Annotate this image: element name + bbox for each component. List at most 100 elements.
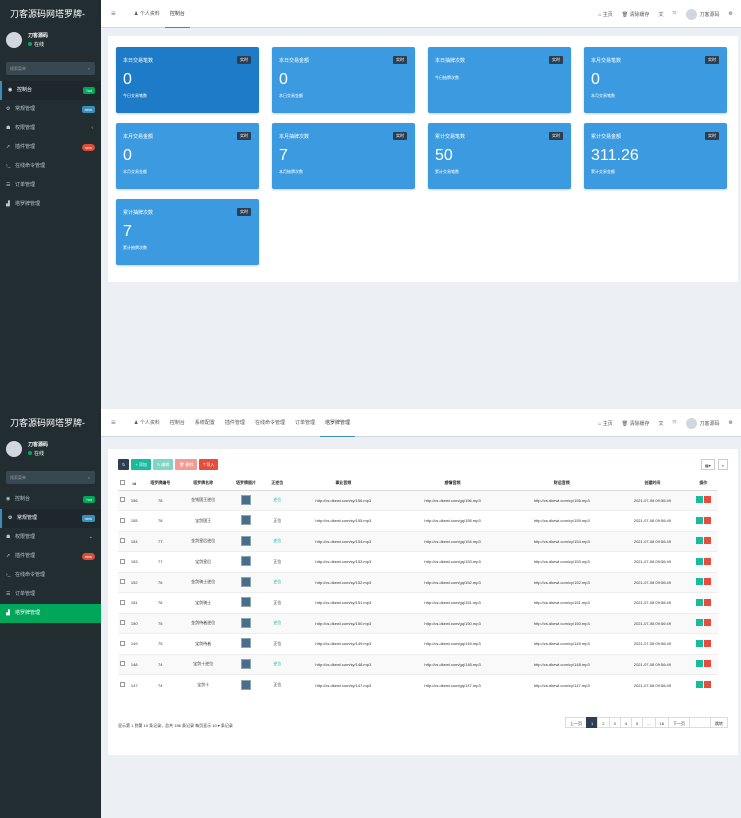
tab-plugins[interactable]: 插件管理 <box>220 409 250 437</box>
delete-icon[interactable] <box>703 516 711 524</box>
card-image[interactable] <box>241 515 252 526</box>
search-icon[interactable]: ⌕ <box>717 459 728 470</box>
language-icon[interactable]: 文 <box>658 420 664 427</box>
settings-icon[interactable]: ⚙ <box>728 11 733 17</box>
card-image[interactable] <box>241 679 252 690</box>
menu-toggle-icon[interactable]: ≡ <box>111 9 116 18</box>
sidebar-item-plugins[interactable]: ➚ 插件管理 new <box>0 138 101 157</box>
sidebar-item-orders[interactable]: ☰ 订单管理 <box>0 585 101 604</box>
fullscreen-icon[interactable]: ⤧ <box>672 420 677 426</box>
tab-command[interactable]: 在线命令管理 <box>250 409 290 437</box>
sidebar-item-orders[interactable]: ☰ 订单管理 <box>0 176 101 195</box>
columns-toggle-button[interactable]: ▦▾ <box>700 459 715 470</box>
delete-icon[interactable] <box>703 619 711 627</box>
table-row[interactable]: 153 77 宝剑皇后 正位 http://cs.dkewl.com/sy/153.mp… <box>118 551 718 572</box>
table-row[interactable]: 155 78 宝剑国王 正位 http://cs.dkewl.com/sy/155.mp… <box>118 510 718 531</box>
table-row[interactable]: 151 76 宝剑骑士 正位 http://cs.dkewl.com/sy/151.mp… <box>118 592 718 613</box>
delete-icon[interactable] <box>703 681 711 688</box>
column-header[interactable]: 事业音频 <box>288 477 398 491</box>
card-image[interactable] <box>241 638 252 649</box>
edit-button[interactable]: ✎ 编辑 <box>152 459 174 470</box>
search-icon[interactable]: ⌕ <box>87 475 90 480</box>
edit-icon[interactable] <box>695 619 703 627</box>
settings-icon[interactable]: ⚙ <box>728 420 733 426</box>
select-all-checkbox[interactable] <box>118 477 128 491</box>
column-header[interactable]: 创建时间 <box>616 477 689 491</box>
edit-icon[interactable] <box>695 496 703 504</box>
table-row[interactable]: 152 76 金剑骑士逆位 逆位 http://cs.dkewl.com/sy/152.… <box>118 571 718 593</box>
sidebar-item-plugins[interactable]: ➚ 插件管理 new <box>0 547 101 566</box>
language-icon[interactable]: 文 <box>658 11 664 18</box>
checkbox[interactable] <box>120 599 126 605</box>
column-header[interactable]: 感情音频 <box>397 477 508 491</box>
delete-icon[interactable] <box>703 557 711 565</box>
delete-icon[interactable] <box>703 598 711 606</box>
sidebar-item-general[interactable]: ⚙ 常规管理 new <box>0 100 101 119</box>
card-image[interactable] <box>241 617 252 628</box>
sidebar-item-general[interactable]: ⚙ 常规管理 new <box>0 509 101 528</box>
sidebar-item-dashboard[interactable]: ◉ 控制台 hot <box>0 81 101 100</box>
card-image[interactable] <box>241 576 252 587</box>
add-button[interactable]: + 添加 <box>131 459 151 470</box>
table-row[interactable]: 149 75 宝剑侍者 正位 http://cs.dkewl.com/sy/149.mp… <box>118 633 718 654</box>
edit-icon[interactable] <box>695 598 703 606</box>
search-icon[interactable]: ⌕ <box>87 66 90 71</box>
delete-icon[interactable] <box>703 496 711 504</box>
delete-icon[interactable] <box>703 578 711 586</box>
home-link[interactable]: ⌂ 主页 <box>598 11 613 18</box>
edit-icon[interactable] <box>695 516 703 524</box>
import-button[interactable]: ⤒ 导入 <box>199 459 219 470</box>
refresh-button[interactable]: ↻ <box>118 459 130 470</box>
delete-icon[interactable] <box>703 639 711 647</box>
tab-profile[interactable]: ♟ 个人资料 <box>134 11 160 17</box>
edit-icon[interactable] <box>695 537 703 545</box>
checkbox[interactable] <box>120 682 126 687</box>
sidebar-search-input[interactable]: 搜索菜单 ⌕ <box>6 471 95 484</box>
table-row[interactable]: 148 74 宝剑十逆位 逆位 http://cs.dkewl.com/sy/148.m… <box>118 653 718 675</box>
table-row[interactable]: 147 74 宝剑十 正位 http://cs.dkewl.com/sy/147.mp3… <box>118 674 718 695</box>
checkbox[interactable] <box>120 517 126 523</box>
checkbox[interactable] <box>120 620 126 626</box>
table-row[interactable]: 150 75 金剑侍者逆位 逆位 http://cs.dkewl.com/sy/150.… <box>118 612 718 634</box>
column-header[interactable]: 塔罗牌图片 <box>226 477 266 491</box>
table-row[interactable]: 156 78 金钱国王逆位 逆位 http://cs.dkewl.com/sy/156.… <box>118 489 718 511</box>
user-menu[interactable]: 刀客源码 <box>685 8 720 20</box>
delete-button[interactable]: 🗑 删除 <box>175 459 198 470</box>
checkbox[interactable] <box>120 661 126 667</box>
clear-cache-button[interactable]: 🗑 清除缓存 <box>621 420 650 427</box>
sidebar-item-auth[interactable]: ☗ 权限管理 ‹ <box>0 119 101 138</box>
tab-dashboard[interactable]: 控制台 <box>164 0 190 28</box>
prev-page-button[interactable]: 上一页 <box>565 717 588 728</box>
edit-icon[interactable] <box>695 681 703 688</box>
tab-config[interactable]: 系统配置 <box>190 409 220 437</box>
tab-tarot[interactable]: 塔罗牌管理 <box>319 409 355 437</box>
table-row[interactable]: 154 77 金剑皇后逆位 逆位 http://cs.dkewl.com/sy/154.… <box>118 530 718 552</box>
delete-icon[interactable] <box>703 660 711 668</box>
edit-icon[interactable] <box>695 578 703 586</box>
menu-toggle-icon[interactable]: ≡ <box>111 418 116 427</box>
tab-orders[interactable]: 订单管理 <box>290 409 320 437</box>
column-header[interactable]: Id <box>127 477 141 491</box>
column-header[interactable]: 财运音频 <box>507 477 617 491</box>
sidebar-item-tarot[interactable]: ▟ 塔罗牌管理 <box>0 195 101 214</box>
sidebar-item-tarot[interactable]: ▟ 塔罗牌管理 <box>0 604 101 623</box>
user-menu[interactable]: 刀客源码 <box>685 417 720 429</box>
column-header[interactable]: 塔罗牌编号 <box>140 477 180 491</box>
card-image[interactable] <box>241 658 252 669</box>
tab-dashboard[interactable]: 控制台 <box>165 409 190 437</box>
checkbox[interactable] <box>120 480 126 486</box>
sidebar-item-auth[interactable]: ☗ 权限管理 ⌄ <box>0 528 101 547</box>
fullscreen-icon[interactable]: ⤧ <box>672 11 677 17</box>
edit-icon[interactable] <box>695 660 703 668</box>
card-image[interactable] <box>241 556 252 567</box>
sidebar-search-input[interactable]: 搜索菜单 ⌕ <box>6 62 95 75</box>
app-logo[interactable]: 刀客源码网塔罗牌- <box>0 0 101 29</box>
page-jump-input[interactable] <box>689 717 711 728</box>
edit-icon[interactable] <box>695 639 703 647</box>
card-image[interactable] <box>241 494 252 505</box>
card-image[interactable] <box>241 535 252 546</box>
checkbox[interactable] <box>120 558 126 564</box>
checkbox[interactable] <box>120 497 126 503</box>
jump-button[interactable]: 跳转 <box>710 717 728 728</box>
column-header[interactable]: 正逆位 <box>265 477 289 491</box>
